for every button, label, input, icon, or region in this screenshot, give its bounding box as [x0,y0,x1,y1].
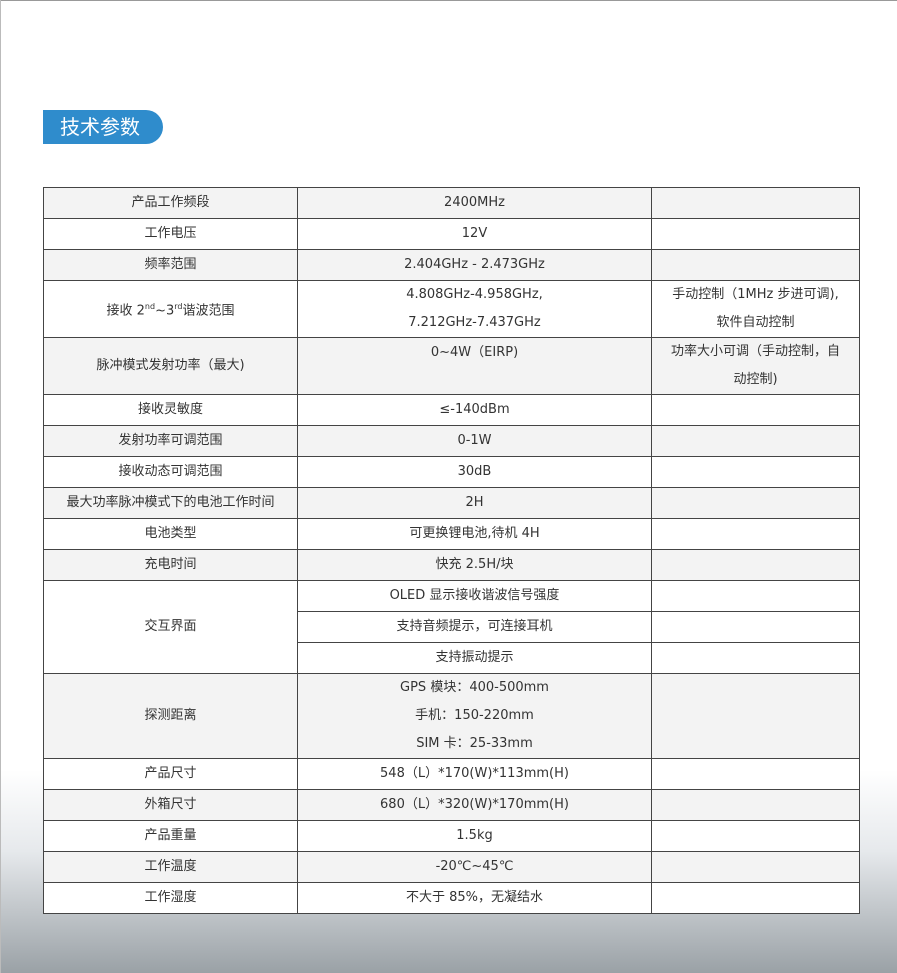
divider [0,0,1,973]
table-cell [651,882,860,914]
cell-line: 7.212GHz-7.437GHz [408,315,541,330]
table-row: 脉冲模式发射功率（最大) 0~4W（EIRP) 功率大小可调（手动控制，自 动控制) [43,337,860,395]
table-cell: 充电时间 [43,549,298,581]
table-row: 产品尺寸 548（L）*170(W)*113mm(H) [43,758,860,790]
table-cell: 功率大小可调（手动控制，自 动控制) [651,337,860,395]
table-cell: 接收 2nd~3rd谐波范围 [43,280,298,338]
label-text: ~3 [155,303,175,319]
table-row: 电池类型 可更换锂电池,待机 4H [43,518,860,550]
table-cell: 工作温度 [43,851,298,883]
cell-line: 功率大小可调（手动控制，自 [670,344,840,359]
table-row: 探测距离 GPS 模块：400-500mm 手机：150-220mm SIM 卡：25… [43,673,860,759]
table-cell: 4.808GHz-4.958GHz, 7.212GHz-7.437GHz [297,280,652,338]
table-cell: 发射功率可调范围 [43,425,298,457]
table-cell [651,820,860,852]
table-cell [651,611,860,643]
table-cell: 可更换锂电池,待机 4H [297,518,652,550]
table-cell: 外箱尺寸 [43,789,298,821]
table-cell: 接收灵敏度 [43,394,298,426]
divider [0,0,897,1]
table-row: 工作湿度 不大于 85%，无凝结水 [43,882,860,914]
table-cell: -20℃~45℃ [297,851,652,883]
superscript: rd [174,301,183,311]
table-cell: 680（L）*320(W)*170mm(H) [297,789,652,821]
table-cell: 12V [297,218,652,250]
table-cell: GPS 模块：400-500mm 手机：150-220mm SIM 卡：25-33m… [297,673,652,759]
cell-line: 4.808GHz-4.958GHz, [406,287,543,302]
table-cell: 电池类型 [43,518,298,550]
table-cell: 30dB [297,456,652,488]
table-cell [651,518,860,550]
table-row: 外箱尺寸 680（L）*320(W)*170mm(H) [43,789,860,821]
table-cell: 不大于 85%，无凝结水 [297,882,652,914]
label-text: 谐波范围 [182,303,235,319]
cell-line: 手机：150-220mm [415,708,534,723]
table-cell [651,758,860,790]
table-cell [651,487,860,519]
table-row: 工作电压 12V [43,218,860,250]
table-row: 接收动态可调范围 30dB [43,456,860,488]
table-cell: 产品工作频段 [43,187,298,219]
table-row: 接收 2nd~3rd谐波范围 4.808GHz-4.958GHz, 7.212GHz… [43,280,860,338]
table-row: 支持振动提示 [44,642,860,674]
cell-line: 手动控制（1MHz 步进可调), [672,287,839,302]
table-cell: OLED 显示接收谐波信号强度 [297,580,652,612]
table-cell: 支持振动提示 [297,642,652,674]
table-row: 最大功率脉冲模式下的电池工作时间 2H [43,487,860,519]
table-cell [651,187,860,219]
table-cell: ≤-140dBm [297,394,652,426]
table-row: 接收灵敏度 ≤-140dBm [43,394,860,426]
table-cell [651,425,860,457]
table-cell: 2400MHz [297,187,652,219]
table-cell [651,249,860,281]
table-cell [651,789,860,821]
table-cell: 2.404GHz - 2.473GHz [297,249,652,281]
table-cell: 548（L）*170(W)*113mm(H) [297,758,652,790]
table-row: 发射功率可调范围 0-1W [43,425,860,457]
table-cell [651,394,860,426]
table-row: 产品工作频段 2400MHz [43,187,860,219]
table-cell: 交互界面 [43,580,298,674]
table-cell [651,456,860,488]
table-cell: 支持音频提示，可连接耳机 [297,611,652,643]
cell-line: 动控制) [733,372,778,387]
table-cell: 快充 2.5H/块 [297,549,652,581]
section-title: 技术参数 [43,110,163,144]
table-cell: 最大功率脉冲模式下的电池工作时间 [43,487,298,519]
superscript: nd [144,301,156,311]
table-row: 交互界面 OLED 显示接收谐波信号强度 [43,580,860,674]
table-cell: 产品重量 [43,820,298,852]
table-cell: 探测距离 [43,673,298,759]
spec-table: 产品工作频段 2400MHz 工作电压 12V 频率范围 2.404GHz - 2.473… [43,187,860,914]
table-cell: 工作湿度 [43,882,298,914]
cell-line: GPS 模块：400-500mm [400,680,549,695]
table-cell: 2H [297,487,652,519]
table-cell: 手动控制（1MHz 步进可调), 软件自动控制 [651,280,860,338]
table-cell [651,549,860,581]
table-cell: 频率范围 [43,249,298,281]
table-cell [651,851,860,883]
table-cell: 0-1W [297,425,652,457]
table-cell [651,673,860,759]
table-cell: 0~4W（EIRP) [297,337,652,395]
label-text: 接收 2 [106,303,145,319]
table-cell: 1.5kg [297,820,652,852]
table-cell: 工作电压 [43,218,298,250]
table-cell [651,218,860,250]
cell-line: SIM 卡：25-33mm [416,736,533,751]
table-row: 产品重量 1.5kg [43,820,860,852]
table-row: 频率范围 2.404GHz - 2.473GHz [43,249,860,281]
table-row: 充电时间 快充 2.5H/块 [43,549,860,581]
table-cell: 产品尺寸 [43,758,298,790]
table-cell: 脉冲模式发射功率（最大) [43,337,298,395]
table-cell: 接收动态可调范围 [43,456,298,488]
table-cell [651,580,860,612]
table-row: 工作温度 -20℃~45℃ [43,851,860,883]
table-cell [651,642,860,674]
cell-line: 软件自动控制 [716,315,795,330]
